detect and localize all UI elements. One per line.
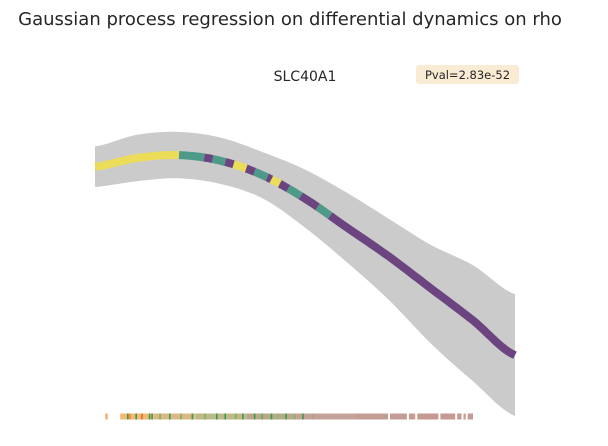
pval-label: Pval=2.83e-52 — [425, 68, 510, 82]
fit-line-segment-11 — [286, 185, 303, 200]
pval-box — [416, 65, 519, 84]
fit-line-segment-1 — [178, 151, 205, 162]
fit-line-segment-7 — [253, 168, 269, 181]
rug-band-0 — [105, 413, 108, 420]
rug-tick-16 — [261, 413, 263, 420]
rug-band-7 — [414, 413, 473, 420]
rug-gap-5 — [415, 413, 418, 420]
rug-gap-0 — [108, 413, 111, 420]
rug-tick-15 — [253, 413, 256, 420]
rug-tick-22 — [312, 413, 315, 420]
rug-tick-8 — [180, 413, 182, 420]
rug-gap-7 — [455, 413, 458, 420]
rug-tick-21 — [302, 413, 304, 420]
rug-tick-19 — [285, 413, 287, 420]
rug-tick-3 — [141, 413, 143, 420]
rug-tick-17 — [270, 413, 273, 420]
rug-tick-11 — [216, 413, 218, 420]
rug-gap-9 — [465, 413, 468, 420]
confidence-band-layer — [95, 131, 515, 417]
rug-gap-6 — [438, 413, 441, 420]
rug-tick-4 — [148, 413, 151, 420]
chart-title: Gaussian process regression on different… — [18, 9, 562, 30]
fit-line-segment-4 — [224, 158, 235, 169]
rug-band-5 — [296, 413, 356, 420]
fit-line-segment-0 — [94, 151, 180, 171]
fit-line-segment-2 — [203, 153, 214, 163]
rug-tick-12 — [224, 413, 226, 420]
fit-line-segment-5 — [232, 160, 248, 173]
rug-tick-0 — [127, 413, 129, 420]
rug-tick-13 — [234, 413, 237, 420]
rug-tick-6 — [159, 413, 161, 420]
rug-gap-3 — [388, 413, 390, 420]
rug-tick-1 — [129, 413, 131, 420]
rug-layer — [105, 413, 473, 420]
rug-tick-10 — [204, 413, 206, 420]
rug-tick-18 — [277, 413, 279, 420]
rug-tick-14 — [242, 413, 244, 420]
fit-line-segment-3 — [211, 155, 227, 166]
rug-gap-4 — [406, 413, 409, 420]
rug-tick-2 — [135, 413, 137, 420]
pval-annotation: Pval=2.83e-52 — [416, 65, 519, 84]
rug-band-6 — [355, 413, 415, 420]
confidence-band — [95, 131, 515, 417]
rug-gap-1 — [112, 413, 115, 420]
fit-line-segment-12 — [298, 192, 320, 211]
fit-line-layer — [94, 151, 517, 359]
chart-subtitle: SLC40A1 — [274, 69, 337, 85]
rug-tick-20 — [293, 413, 296, 420]
fit-line-segment-14 — [327, 212, 517, 359]
rug-gap-2 — [115, 413, 118, 420]
rug-tick-9 — [191, 413, 194, 420]
fit-line-segment-9 — [269, 175, 282, 188]
rug-tick-7 — [169, 413, 171, 420]
fit-line-segment-10 — [277, 180, 291, 192]
fit-line-segment-13 — [315, 203, 333, 219]
rug-band-2 — [153, 413, 196, 420]
fit-line-segment-8 — [265, 173, 274, 183]
rug-band-3 — [195, 413, 247, 420]
rug-tick-5 — [151, 413, 153, 420]
rug-gap-8 — [461, 413, 464, 420]
fit-line-segment-6 — [244, 164, 257, 176]
